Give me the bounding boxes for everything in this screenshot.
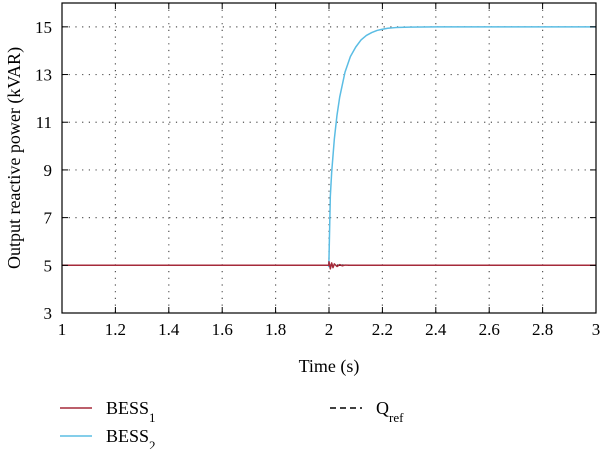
legend-label: BESS2 xyxy=(106,426,156,449)
x-tick-label: 2.8 xyxy=(532,320,553,339)
y-axis-label: Output reactive power (kVAR) xyxy=(4,47,25,269)
y-tick-label: 13 xyxy=(35,66,52,85)
x-tick-label: 1.2 xyxy=(105,320,126,339)
y-tick-label: 15 xyxy=(35,18,52,37)
x-tick-label: 2.6 xyxy=(479,320,500,339)
x-tick-label: 3 xyxy=(592,320,600,339)
x-tick-label: 2.4 xyxy=(425,320,447,339)
series-line-bess2 xyxy=(62,26,596,268)
y-tick-label: 3 xyxy=(44,304,53,323)
x-axis-label: Time (s) xyxy=(299,356,360,377)
x-tick-label: 1.8 xyxy=(265,320,286,339)
x-tick-label: 1.6 xyxy=(212,320,233,339)
legend-label: Qref xyxy=(376,398,404,425)
y-tick-label: 5 xyxy=(44,256,53,275)
axis-ticks xyxy=(61,3,597,314)
x-tick-label: 1.4 xyxy=(158,320,180,339)
tick-labels: 1 1.2 1.4 1.6 1.8 2 2.2 2.4 2.6 2.8 3 3 5 7 9 11 13 15 xyxy=(35,18,600,339)
grid xyxy=(62,3,596,313)
x-tick-label: 1 xyxy=(58,320,67,339)
series-lines xyxy=(62,26,596,270)
x-tick-label: 2.2 xyxy=(372,320,393,339)
y-tick-label: 11 xyxy=(36,113,52,132)
x-tick-label: 2 xyxy=(325,320,334,339)
series-line-bess1 xyxy=(62,260,596,270)
legend-label: BESS1 xyxy=(106,398,156,425)
y-tick-label: 9 xyxy=(44,161,53,180)
y-tick-label: 7 xyxy=(44,209,53,228)
